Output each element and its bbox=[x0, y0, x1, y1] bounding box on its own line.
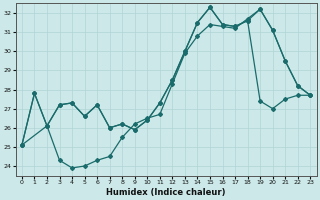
X-axis label: Humidex (Indice chaleur): Humidex (Indice chaleur) bbox=[106, 188, 226, 197]
